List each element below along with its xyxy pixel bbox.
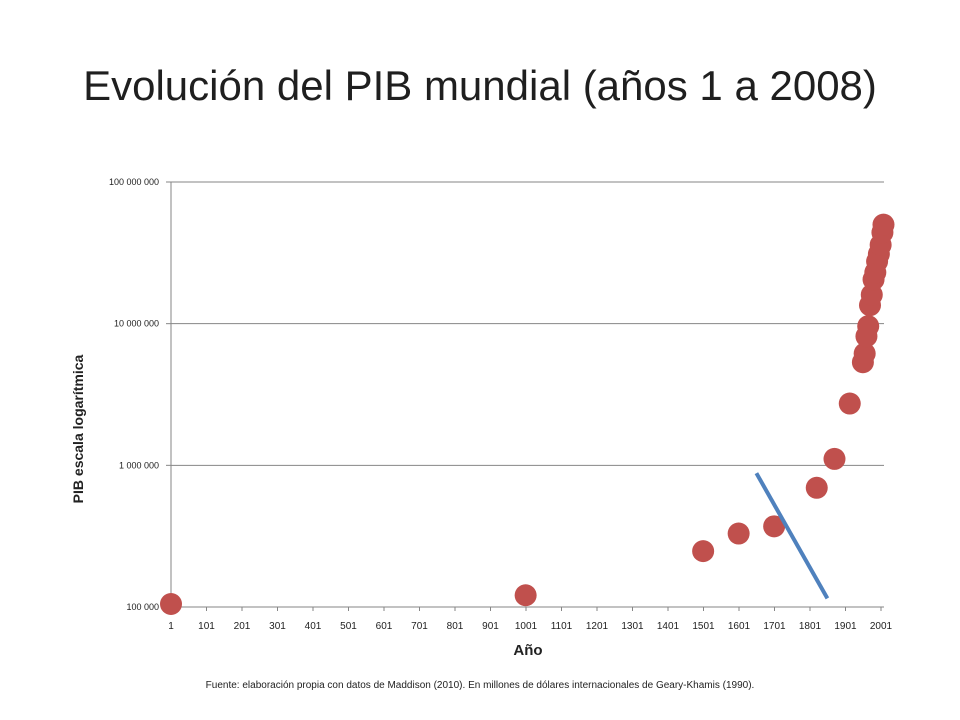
x-tick-label: 1701	[763, 621, 786, 632]
x-tick-label: 1801	[799, 621, 822, 632]
data-point	[727, 522, 750, 545]
data-point	[763, 515, 786, 538]
slide-title: Evolución del PIB mundial (años 1 a 2008…	[83, 62, 877, 109]
data-point	[160, 592, 182, 615]
y-tick-labels: 100 000 1 000 000 10 000 000 100 000 000	[109, 177, 159, 612]
x-tick-label: 1001	[515, 621, 538, 632]
axes	[166, 181, 884, 611]
x-tick-label: 901	[482, 621, 499, 632]
annotation	[754, 472, 830, 600]
x-tick-label: 701	[411, 621, 428, 632]
grid-lines	[171, 181, 884, 466]
source-note: Fuente: elaboración propia con datos de …	[205, 680, 755, 691]
x-tick-label: 1901	[834, 621, 857, 632]
x-tick-label: 101	[198, 621, 215, 632]
y-axis-label: PIB escala logarítmica	[70, 354, 86, 503]
data-points	[160, 213, 895, 615]
x-axis-label: Año	[513, 642, 542, 659]
y-tick-label: 100 000 000	[109, 177, 159, 187]
data-point	[872, 213, 895, 236]
x-tick-label: 801	[447, 621, 464, 632]
x-tick-label: 201	[234, 621, 251, 632]
x-tick-label: 401	[305, 621, 322, 632]
data-point	[838, 392, 861, 415]
data-point	[805, 476, 828, 499]
y-tick-label: 100 000	[126, 602, 159, 612]
x-tick-label: 1301	[621, 621, 644, 632]
y-tick-label: 1 000 000	[119, 460, 159, 470]
x-tick-label: 501	[340, 621, 357, 632]
x-tick-label: 601	[376, 621, 393, 632]
annotation-line	[754, 472, 830, 600]
x-tick-label: 1501	[692, 621, 715, 632]
data-point	[692, 540, 715, 563]
data-point	[857, 315, 880, 338]
x-tick-label: 1101	[551, 621, 573, 632]
x-tick-labels: 1 101 201 301 401 501 601 701 801 901 1001 1101 1201…	[168, 621, 892, 632]
x-tick-label: 1601	[728, 621, 751, 632]
x-tick-label: 1	[168, 621, 174, 632]
data-point	[823, 447, 846, 470]
data-point	[514, 584, 537, 607]
x-tick-label: 301	[269, 621, 286, 632]
x-tick-label: 1201	[586, 621, 609, 632]
y-tick-label: 10 000 000	[114, 319, 159, 329]
data-point	[853, 342, 876, 365]
x-tick-label: 2001	[870, 621, 893, 632]
x-tick-label: 1401	[657, 621, 680, 632]
